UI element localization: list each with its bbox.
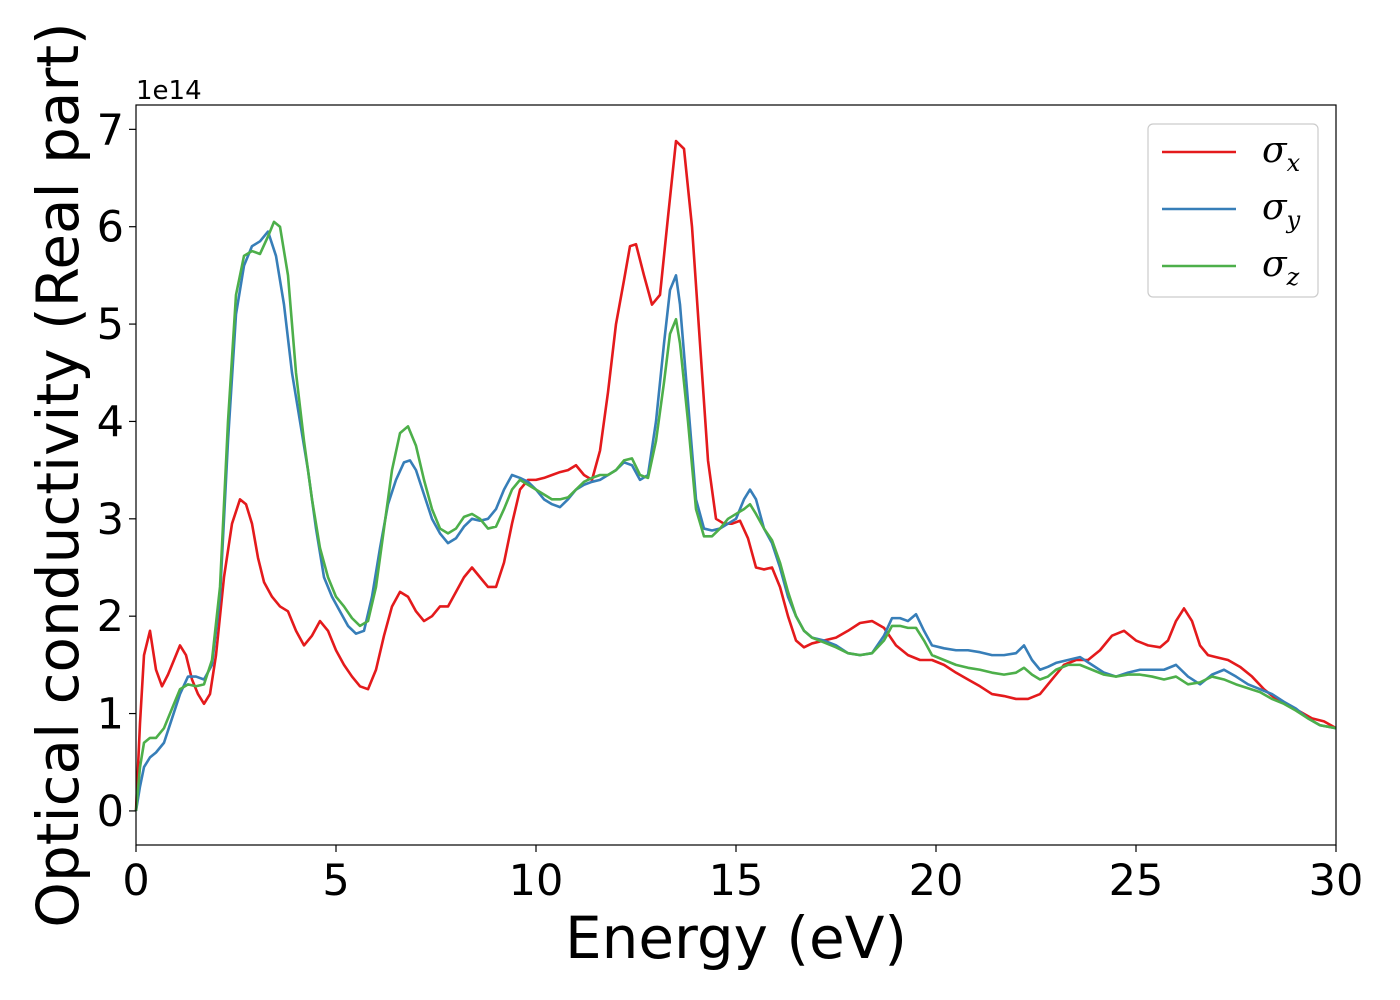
y-axis-title: Optical conductivity (Real part) <box>24 22 92 927</box>
y-tick-label: 6 <box>97 203 124 253</box>
legend-box <box>1147 123 1319 298</box>
y-tick-label: 2 <box>97 592 124 642</box>
y-offset-label: 1e14 <box>136 76 202 106</box>
y-tick-label: 1 <box>97 690 124 740</box>
legend: σx σy σz <box>1147 123 1319 298</box>
x-axis-title: Energy (eV) <box>565 904 907 972</box>
legend-label-z: σz <box>1262 244 1300 291</box>
series-line-z <box>134 220 1337 812</box>
series-line-x <box>134 139 1337 811</box>
x-tick-label: 5 <box>322 856 349 906</box>
y-tick-label: 3 <box>97 495 124 545</box>
x-tick-label: 20 <box>909 856 964 906</box>
y-tick-label: 5 <box>97 300 124 350</box>
x-tick-label: 25 <box>1109 856 1164 906</box>
x-tick-label: 0 <box>122 856 149 906</box>
legend-label-x: σx <box>1262 130 1301 177</box>
y-axis: 0 1 2 3 4 5 6 7 <box>97 105 136 837</box>
x-tick-label: 30 <box>1309 856 1364 906</box>
legend-label-y: σy <box>1262 187 1301 234</box>
x-tick-label: 15 <box>709 856 764 906</box>
y-tick-label: 0 <box>97 787 124 837</box>
x-axis: 0 5 10 15 20 25 30 <box>122 845 1363 906</box>
y-tick-label: 7 <box>97 105 124 155</box>
y-tick-label: 4 <box>97 397 124 447</box>
series-layer <box>134 139 1337 812</box>
x-tick-label: 10 <box>509 856 564 906</box>
